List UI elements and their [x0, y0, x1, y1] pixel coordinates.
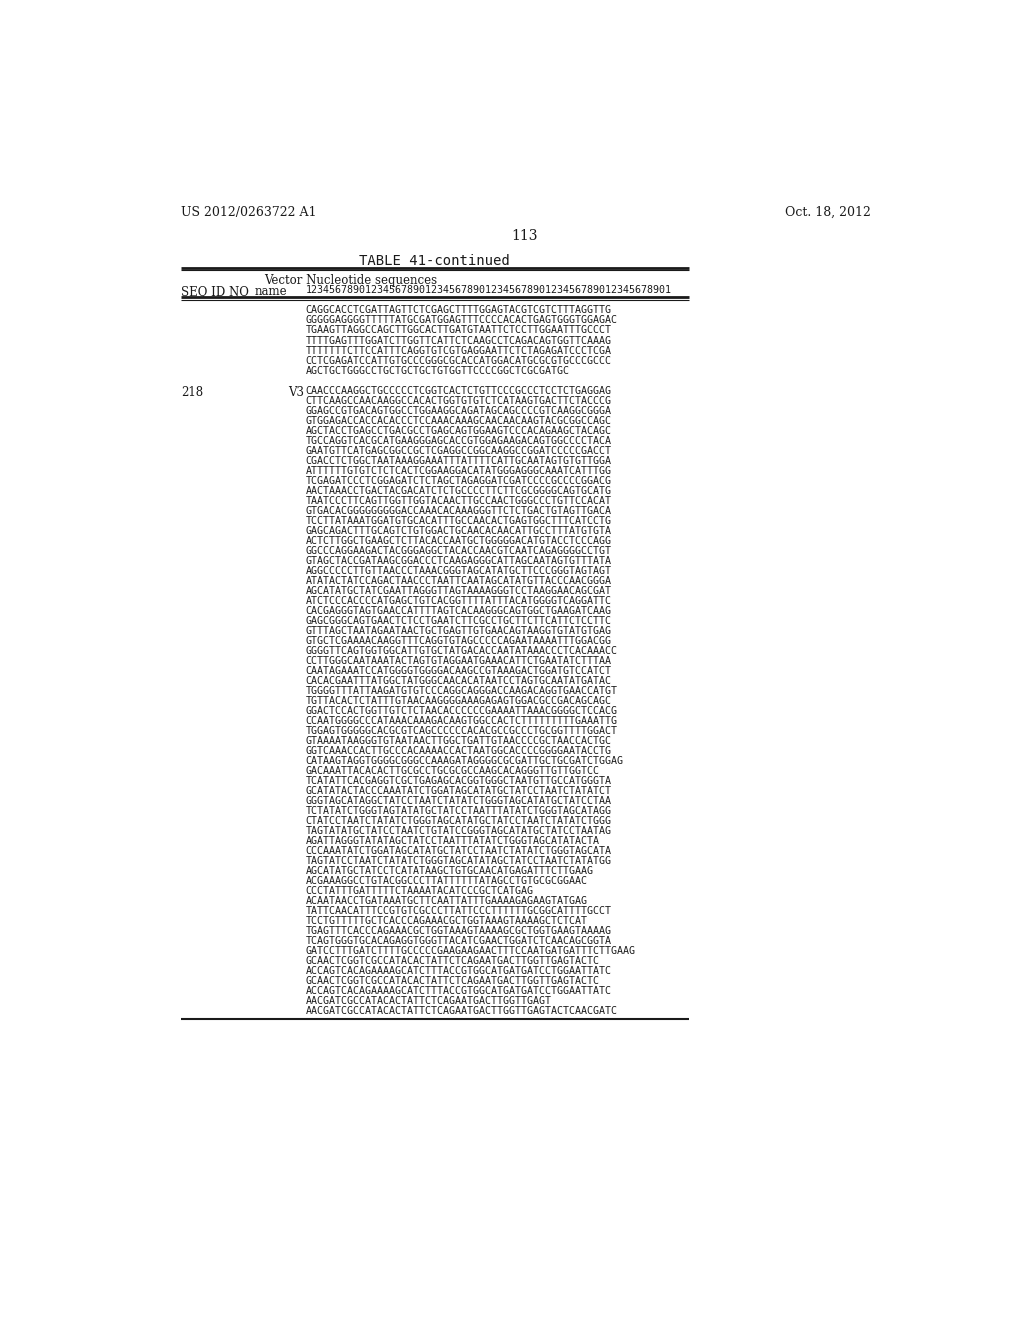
Text: GCATATACTACCCAAATATCTGGATAGCATATGCTATCCTAATCTATATCT: GCATATACTACCCAAATATCTGGATAGCATATGCTATCCT… [305, 785, 611, 796]
Text: GGCCCAGGAAGACTACGGGAGGCTACACCAACGTCAATCAGAGGGGCCTGT: GGCCCAGGAAGACTACGGGAGGCTACACCAACGTCAATCA… [305, 545, 611, 556]
Text: Oct. 18, 2012: Oct. 18, 2012 [784, 206, 870, 219]
Text: ACCAGTCACAGAAAAGCATCTTTACCGTGGCATGATGATCCTGGAATTATC: ACCAGTCACAGAAAAGCATCTTTACCGTGGCATGATGATC… [305, 986, 611, 997]
Text: TCATATTCACGAGGTCGCTGAGAGCACGGTGGGCTAATGTTGCCATGGGTA: TCATATTCACGAGGTCGCTGAGAGCACGGTGGGCTAATGT… [305, 776, 611, 785]
Text: TCCTGTTTTTGCTCACCCAGAAACGCTGGTAAAGTAAAAGCTCTCAT: TCCTGTTTTTGCTCACCCAGAAACGCTGGTAAAGTAAAAG… [305, 916, 588, 927]
Text: CTTCAAGCCAACAAGGCCACACTGGTGTGTCTCATAAGTGACTTCTACCCG: CTTCAAGCCAACAAGGCCACACTGGTGTGTCTCATAAGTG… [305, 396, 611, 405]
Text: AGCATATGCTATCGAATTAGGGTTAGTAAAAGGGTCCTAAGGAACAGCGAT: AGCATATGCTATCGAATTAGGGTTAGTAAAAGGGTCCTAA… [305, 586, 611, 595]
Text: GTAGCTACCGATAAGCGGACCCTCAAGAGGGCATTAGCAATAGTGTTTATA: GTAGCTACCGATAAGCGGACCCTCAAGAGGGCATTAGCAA… [305, 556, 611, 566]
Text: TABLE 41-continued: TABLE 41-continued [358, 253, 510, 268]
Text: CCCAAATATCTGGATAGCATATGCTATCCTAATCTATATCTGGGTAGCATA: CCCAAATATCTGGATAGCATATGCTATCCTAATCTATATC… [305, 846, 611, 855]
Text: TTTTTTTCTTCCATTTCAGGTGTCGTGAGGAATTCTCTAGAGATCCCTCGA: TTTTTTTCTTCCATTTCAGGTGTCGTGAGGAATTCTCTAG… [305, 346, 611, 355]
Text: GGGGGAGGGGTTTTTATGCGATGGAGTTTCCCCACACTGAGTGGGTGGAGAC: GGGGGAGGGGTTTTTATGCGATGGAGTTTCCCCACACTGA… [305, 315, 617, 326]
Text: TGAGTTTCACCCAGAAACGCTGGTAAAGTAAAAGCGCTGGTGAAGTAAAAG: TGAGTTTCACCCAGAAACGCTGGTAAAGTAAAAGCGCTGG… [305, 927, 611, 936]
Text: TATTCAACATTTCCGTGTCGCCCTTATTCCCTTTTTTGCGGCATTTTGCCT: TATTCAACATTTCCGTGTCGCCCTTATTCCCTTTTTTGCG… [305, 906, 611, 916]
Text: CCTTGGGCAATAAATACTAGTGTAGGAATGAAACATTCTGAATATCTTTAA: CCTTGGGCAATAAATACTAGTGTAGGAATGAAACATTCTG… [305, 656, 611, 665]
Text: ACAATAACCTGATAAATGCTTCAATTATTTGAAAAGAGAAGTATGAG: ACAATAACCTGATAAATGCTTCAATTATTTGAAAAGAGAA… [305, 896, 588, 906]
Text: Vector Nucleotide sequences: Vector Nucleotide sequences [263, 275, 437, 286]
Text: name: name [254, 285, 287, 298]
Text: ACTCTTGGCTGAAGCTCTTACACCAATGCTGGGGGACATGTACCTCCCAGG: ACTCTTGGCTGAAGCTCTTACACCAATGCTGGGGGACATG… [305, 536, 611, 545]
Text: GTTTAGCTAATAGAATAACTGCTGAGTTGTGAACAGTAAGGTGTATGTGAG: GTTTAGCTAATAGAATAACTGCTGAGTTGTGAACAGTAAG… [305, 626, 611, 636]
Text: AACTAAACCTGACTACGACATCTCTGCCCCTTCTTCGCGGGGCAGTGCATG: AACTAAACCTGACTACGACATCTCTGCCCCTTCTTCGCGG… [305, 486, 611, 495]
Text: TCAGTGGGTGCACAGAGGTGGGTTACATCGAACTGGATCTCAACAGCGGTA: TCAGTGGGTGCACAGAGGTGGGTTACATCGAACTGGATCT… [305, 936, 611, 946]
Text: CAACCCAAGGCTGCCCCCTCGGTCACTCTGTTCCCGCCCTCCTCTGAGGAG: CAACCCAAGGCTGCCCCCTCGGTCACTCTGTTCCCGCCCT… [305, 385, 611, 396]
Text: TAGTATATGCTATCCTAATCTGTATCCGGGTAGCATATGCTATCCTAATAG: TAGTATATGCTATCCTAATCTGTATCCGGGTAGCATATGC… [305, 826, 611, 836]
Text: SEQ ID NO: SEQ ID NO [180, 285, 249, 298]
Text: GGAGCCGTGACAGTGGCCTGGAAGGCAGATAGCAGCCCCGTCAAGGCGGGA: GGAGCCGTGACAGTGGCCTGGAAGGCAGATAGCAGCCCCG… [305, 405, 611, 416]
Text: AGGCCCCCTTGTTAACCCTAAACGGGTAGCATATGCTTCCCGGGTAGTAGT: AGGCCCCCTTGTTAACCCTAAACGGGTAGCATATGCTTCC… [305, 566, 611, 576]
Text: CCCTATTTGATTTTTCTAAAATACATCCCGCTCATGAG: CCCTATTTGATTTTTCTAAAATACATCCCGCTCATGAG [305, 886, 534, 896]
Text: TGGAGTGGGGGCACGCGTCAGCCCCCCACACGCCGCCCTGCGGTTTTGGACT: TGGAGTGGGGGCACGCGTCAGCCCCCCACACGCCGCCCTG… [305, 726, 617, 735]
Text: ACGAAAGGCCTGTACGGCCCTTATTTTTTATAGCCTGTGCGCGGAAC: ACGAAAGGCCTGTACGGCCCTTATTTTTTATAGCCTGTGC… [305, 876, 588, 886]
Text: GGACTCCACTGGTTGTCTCTAACACCCCCCGAAAATTAAACGGGGCTCCACG: GGACTCCACTGGTTGTCTCTAACACCCCCCGAAAATTAAA… [305, 706, 617, 715]
Text: CATAAGTAGGTGGGGCGGGCCAAAGATAGGGGCGCGATTGCTGCGATCTGGAG: CATAAGTAGGTGGGGCGGGCCAAAGATAGGGGCGCGATTG… [305, 756, 624, 766]
Text: TTTTGAGTTTGGATCTTGGTTCATTCTCAAGCCTCAGACAGTGGTTCAAAG: TTTTGAGTTTGGATCTTGGTTCATTCTCAAGCCTCAGACA… [305, 335, 611, 346]
Text: CCTCGAGATCCATTGTGCCCGGGCGCACCATGGACATGCGCGTGCCCGCCC: CCTCGAGATCCATTGTGCCCGGGCGCACCATGGACATGCG… [305, 355, 611, 366]
Text: GAGCGGGCAGTGAACTCTCCTGAATCTTCGCCTGCTTCTTCATTCTCCTTC: GAGCGGGCAGTGAACTCTCCTGAATCTTCGCCTGCTTCTT… [305, 615, 611, 626]
Text: GAGCAGACTTTGCAGTCTGTGGACTGCAACACAACATTGCCTTTATGTGTA: GAGCAGACTTTGCAGTCTGTGGACTGCAACACAACATTGC… [305, 525, 611, 536]
Text: AGCTACCTGAGCCTGACGCCTGAGCAGTGGAAGTCCCACAGAAGCTACAGC: AGCTACCTGAGCCTGACGCCTGAGCAGTGGAAGTCCCACA… [305, 425, 611, 436]
Text: TGGGGTTTATTAAGATGTGTCCCAGGCAGGGACCAAGACAGGTGAACCATGT: TGGGGTTTATTAAGATGTGTCCCAGGCAGGGACCAAGACA… [305, 686, 617, 696]
Text: TCTATATCTGGGTAGTATATGCTATCCTAATTTATATCTGGGTAGCATAGG: TCTATATCTGGGTAGTATATGCTATCCTAATTTATATCTG… [305, 807, 611, 816]
Text: 1234567890123456789012345678901234567890123456789012345678901: 1234567890123456789012345678901234567890… [305, 285, 672, 294]
Text: ATTTTTTGTGTCTCTCACTCGGAAGGACATATGGGAGGGCAAATCATTTGG: ATTTTTTGTGTCTCTCACTCGGAAGGACATATGGGAGGGC… [305, 466, 611, 475]
Text: GCAACTCGGTCGCCATACACTATTCTCAGAATGACTTGGTTGAGTACTC: GCAACTCGGTCGCCATACACTATTCTCAGAATGACTTGGT… [305, 977, 599, 986]
Text: TGCCAGGTCACGCATGAAGGGAGCACCGTGGAGAAGACAGTGGCCCCTACA: TGCCAGGTCACGCATGAAGGGAGCACCGTGGAGAAGACAG… [305, 436, 611, 446]
Text: US 2012/0263722 A1: US 2012/0263722 A1 [180, 206, 316, 219]
Text: CACGAGGGTAGTGAACCATTTTAGTCACAAGGGCAGTGGCTGAAGATCAAG: CACGAGGGTAGTGAACCATTTTAGTCACAAGGGCAGTGGC… [305, 606, 611, 615]
Text: GATCCTTTGATCTTTTGCCCCCGAAGAAGAACTTTCCAATGATGATTTCTTGAAG: GATCCTTTGATCTTTTGCCCCCGAAGAAGAACTTTCCAAT… [305, 946, 636, 956]
Text: ATCTCCCACCCCATGAGCTGTCACGGTTTTATTTACATGGGGTCAGGATTC: ATCTCCCACCCCATGAGCTGTCACGGTTTTATTTACATGG… [305, 595, 611, 606]
Text: GGTCAAACCACTTGCCCACAAAACCACTAATGGCACCCCGGGGAATACCTG: GGTCAAACCACTTGCCCACAAAACCACTAATGGCACCCCG… [305, 746, 611, 756]
Text: 218: 218 [180, 385, 203, 399]
Text: CACACGAATTTATGGCTATGGGCAACACATAATCCTAGTGCAATATGATAC: CACACGAATTTATGGCTATGGGCAACACATAATCCTAGTG… [305, 676, 611, 686]
Text: GGGTAGCATAGGCTATCCTAATCTATATCTGGGTAGCATATGCTATCCTAA: GGGTAGCATAGGCTATCCTAATCTATATCTGGGTAGCATA… [305, 796, 611, 807]
Text: CTATCCTAATCTATATCTGGGTAGCATATGCTATCCTAATCTATATCTGGG: CTATCCTAATCTATATCTGGGTAGCATATGCTATCCTAAT… [305, 816, 611, 826]
Text: CAGGCACCTCGATTAGTTCTCGAGCTTTTGGAGTACGTCGTCTTTAGGTTG: CAGGCACCTCGATTAGTTCTCGAGCTTTTGGAGTACGTCG… [305, 305, 611, 315]
Text: GGGGTTCAGTGGTGGCATTGTGCTATGACACCAATATAAACCCTCACAAACC: GGGGTTCAGTGGTGGCATTGTGCTATGACACCAATATAAA… [305, 645, 617, 656]
Text: TCGAGATCCCTCGGAGATCTCTAGCTAGAGGATCGATCCCCGCCCCGGACG: TCGAGATCCCTCGGAGATCTCTAGCTAGAGGATCGATCCC… [305, 475, 611, 486]
Text: AACGATCGCCATACACTATTCTCAGAATGACTTGGTTGAGT: AACGATCGCCATACACTATTCTCAGAATGACTTGGTTGAG… [305, 997, 552, 1006]
Text: GTGACACGGGGGGGGGACCAAACACAAAGGGTTCTCTGACTGTAGTTGACA: GTGACACGGGGGGGGGACCAAACACAAAGGGTTCTCTGAC… [305, 506, 611, 516]
Text: V3: V3 [289, 385, 304, 399]
Text: AGCTGCTGGGCCTGCTGCTGCTGTGGTTCCCCGGCTCGCGATGC: AGCTGCTGGGCCTGCTGCTGCTGTGGTTCCCCGGCTCGCG… [305, 366, 569, 375]
Text: GACAAATTACACACTTGCGCCTGCGCGCCAAGCACAGGGTTGTTGGTCC: GACAAATTACACACTTGCGCCTGCGCGCCAAGCACAGGGT… [305, 766, 599, 776]
Text: AGCATATGCTATCCTCATATAAGCTGTGCAACATGAGATTTCTTGAAG: AGCATATGCTATCCTCATATAAGCTGTGCAACATGAGATT… [305, 866, 594, 876]
Text: ATATACTATCCAGACTAACCCTAATTCAATAGCATATGTTACCCAACGGGA: ATATACTATCCAGACTAACCCTAATTCAATAGCATATGTT… [305, 576, 611, 586]
Text: AACGATCGCCATACACTATTCTCAGAATGACTTGGTTGAGTACTCAACGATC: AACGATCGCCATACACTATTCTCAGAATGACTTGGTTGAG… [305, 1006, 617, 1016]
Text: CCAATGGGGCCCATAAACAAAGACAAGTGGCCACTCTTTTTTTTTGAAATTG: CCAATGGGGCCCATAAACAAAGACAAGTGGCCACTCTTTT… [305, 715, 617, 726]
Text: TAATCCCTTCAGTTGGTTGGTACAACTTGCCAACTGGGCCCTGTTCCACAT: TAATCCCTTCAGTTGGTTGGTACAACTTGCCAACTGGGCC… [305, 496, 611, 506]
Text: CGACCTCTGGCTAATAAAGGAAATTTATTTTCATTGCAATAGTGTGTTGGA: CGACCTCTGGCTAATAAAGGAAATTTATTTTCATTGCAAT… [305, 455, 611, 466]
Text: 113: 113 [512, 230, 538, 243]
Text: GCAACTCGGTCGCCATACACTATTCTCAGAATGACTTGGTTGAGTACTC: GCAACTCGGTCGCCATACACTATTCTCAGAATGACTTGGT… [305, 956, 599, 966]
Text: CAATAGAAATCCATGGGGTGGGGACAAGCCGTAAAGACTGGATGTCCATCT: CAATAGAAATCCATGGGGTGGGGACAAGCCGTAAAGACTG… [305, 665, 611, 676]
Text: GTAAAATAAGGGTGTAATAACTTGGCTGATTGTAACCCCGCTAACCACTGC: GTAAAATAAGGGTGTAATAACTTGGCTGATTGTAACCCCG… [305, 737, 611, 746]
Text: AGATTAGGGTATATAGCTATCCTAATTTATATCTGGGTAGCATATACTA: AGATTAGGGTATATAGCTATCCTAATTTATATCTGGGTAG… [305, 836, 599, 846]
Text: TGAAGTTAGGCCAGCTTGGCACTTGATGTAATTCTCCTTGGAATTTGCCCT: TGAAGTTAGGCCAGCTTGGCACTTGATGTAATTCTCCTTG… [305, 326, 611, 335]
Text: ACCAGTCACAGAAAAGCATCTTTACCGTGGCATGATGATCCTGGAATTATC: ACCAGTCACAGAAAAGCATCTTTACCGTGGCATGATGATC… [305, 966, 611, 975]
Text: TGTTACACTCTATTTGTAACAAGGGGAAAGAGAGTGGACGCCGACAGCAGC: TGTTACACTCTATTTGTAACAAGGGGAAAGAGAGTGGACG… [305, 696, 611, 706]
Text: TAGTATCCTAATCTATATCTGGGTAGCATATAGCTATCCTAATCTATATGG: TAGTATCCTAATCTATATCTGGGTAGCATATAGCTATCCT… [305, 857, 611, 866]
Text: GAATGTTCATGAGCGGCCGCTCGAGGCCGGCAAGGCCGGATCCCCCGACCT: GAATGTTCATGAGCGGCCGCTCGAGGCCGGCAAGGCCGGA… [305, 446, 611, 455]
Text: GTGGAGACCACCACACCCTCCAAACAAAGCAACAACAAGTACGCGGCCAGC: GTGGAGACCACCACACCCTCCAAACAAAGCAACAACAAGT… [305, 416, 611, 425]
Text: GTGCTCGAAAACAAGGTTTCAGGTGTAGCCCCCAGAATAAAATTTGGACGG: GTGCTCGAAAACAAGGTTTCAGGTGTAGCCCCCAGAATAA… [305, 636, 611, 645]
Text: TCCTTATAAATGGATGTGCACATTTGCCAACACTGAGTGGCTTTCATCCTG: TCCTTATAAATGGATGTGCACATTTGCCAACACTGAGTGG… [305, 516, 611, 525]
